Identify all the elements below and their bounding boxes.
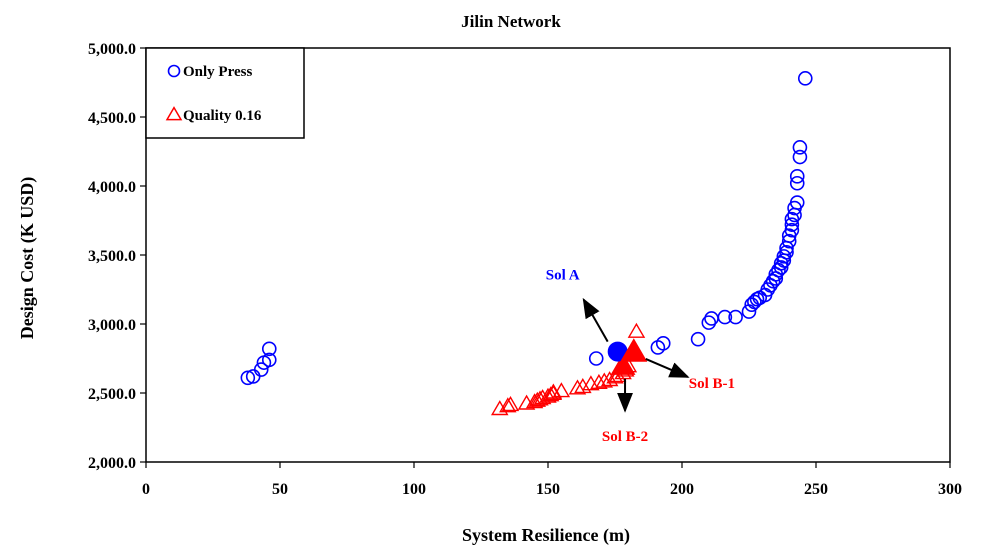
data-point-quality bbox=[528, 391, 547, 407]
data-point-only-press bbox=[784, 211, 800, 227]
data-point-only-press bbox=[253, 362, 269, 377]
plot-area: 0 50 100 150 200 250 300 2,000.0 2,500.0 3,000.0 3… bbox=[88, 41, 962, 498]
data-point-only-press bbox=[261, 341, 277, 357]
x-tick-label: 100 bbox=[402, 481, 426, 498]
data-point-quality bbox=[600, 371, 619, 387]
y-axis-label: Design Cost (K USD) bbox=[17, 177, 38, 340]
data-point-only-press bbox=[781, 233, 797, 249]
sol-b1-marker bbox=[620, 338, 648, 362]
data-point-quality bbox=[574, 378, 592, 394]
data-point-only-press bbox=[773, 260, 789, 275]
y-tick-label: 3,000.0 bbox=[88, 317, 136, 334]
y-tick-label: 2,500.0 bbox=[88, 386, 136, 403]
data-point-only-press bbox=[779, 244, 794, 260]
data-point-only-press bbox=[789, 169, 805, 184]
x-tick-label: 150 bbox=[536, 481, 560, 498]
legend-triangle-icon bbox=[165, 106, 183, 121]
data-point-only-press bbox=[789, 175, 805, 191]
data-point-only-press bbox=[760, 282, 776, 297]
legend-label-only-press: Only Press bbox=[183, 64, 252, 80]
x-tick-label: 250 bbox=[804, 481, 828, 498]
data-point-only-press bbox=[784, 217, 800, 232]
sol-b2-label: Sol B-2 bbox=[602, 429, 648, 445]
x-axis-label: System Resilience (m) bbox=[462, 525, 630, 546]
x-tick-label: 50 bbox=[272, 481, 288, 498]
x-tick-label: 0 bbox=[142, 481, 150, 498]
y-tick-label: 4,000.0 bbox=[88, 179, 136, 196]
data-point-quality bbox=[501, 396, 520, 412]
sol-b2-marker bbox=[610, 353, 636, 375]
data-point-only-press bbox=[776, 249, 792, 264]
legend-box bbox=[145, 47, 305, 139]
legend-circle-icon bbox=[167, 64, 181, 78]
data-point-quality bbox=[590, 373, 608, 389]
data-point-quality bbox=[627, 322, 646, 338]
legend-label-quality: Quality 0.16 bbox=[183, 108, 262, 124]
sol-a-label: Sol A bbox=[546, 268, 580, 284]
y-tick-label: 5,000.0 bbox=[88, 41, 136, 58]
y-tick-label: 3,500.0 bbox=[88, 248, 136, 265]
data-point-quality bbox=[541, 386, 560, 402]
data-point-only-press bbox=[717, 309, 733, 325]
sol-b1-arrow bbox=[645, 358, 690, 378]
data-point-only-press bbox=[261, 352, 277, 368]
data-point-only-press bbox=[792, 140, 808, 155]
data-point-only-press bbox=[588, 351, 604, 366]
data-point-quality bbox=[525, 393, 544, 409]
data-point-quality bbox=[595, 372, 614, 388]
y-tick-label: 2,000.0 bbox=[88, 455, 136, 472]
y-tick-label: 4,500.0 bbox=[88, 110, 136, 127]
data-point-only-press bbox=[784, 222, 800, 238]
data-point-only-press bbox=[792, 149, 808, 165]
sol-b1-label: Sol B-1 bbox=[689, 376, 735, 392]
x-tick-label: 300 bbox=[938, 481, 962, 498]
chart-title: Jilin Network bbox=[461, 12, 561, 31]
data-point-quality bbox=[568, 379, 587, 395]
x-tick-label: 200 bbox=[670, 481, 694, 498]
sol-a-arrow bbox=[582, 297, 609, 343]
data-point-quality bbox=[539, 387, 557, 403]
data-point-only-press bbox=[797, 71, 813, 86]
data-point-only-press bbox=[728, 309, 743, 325]
data-point-only-press bbox=[690, 331, 706, 347]
data-point-quality bbox=[499, 397, 517, 413]
data-point-only-press bbox=[655, 336, 671, 351]
data-point-quality bbox=[552, 382, 571, 398]
data-point-only-press bbox=[789, 195, 805, 210]
data-point-only-press bbox=[240, 370, 256, 386]
data-point-only-press bbox=[704, 311, 719, 326]
data-point-only-press bbox=[701, 315, 717, 330]
